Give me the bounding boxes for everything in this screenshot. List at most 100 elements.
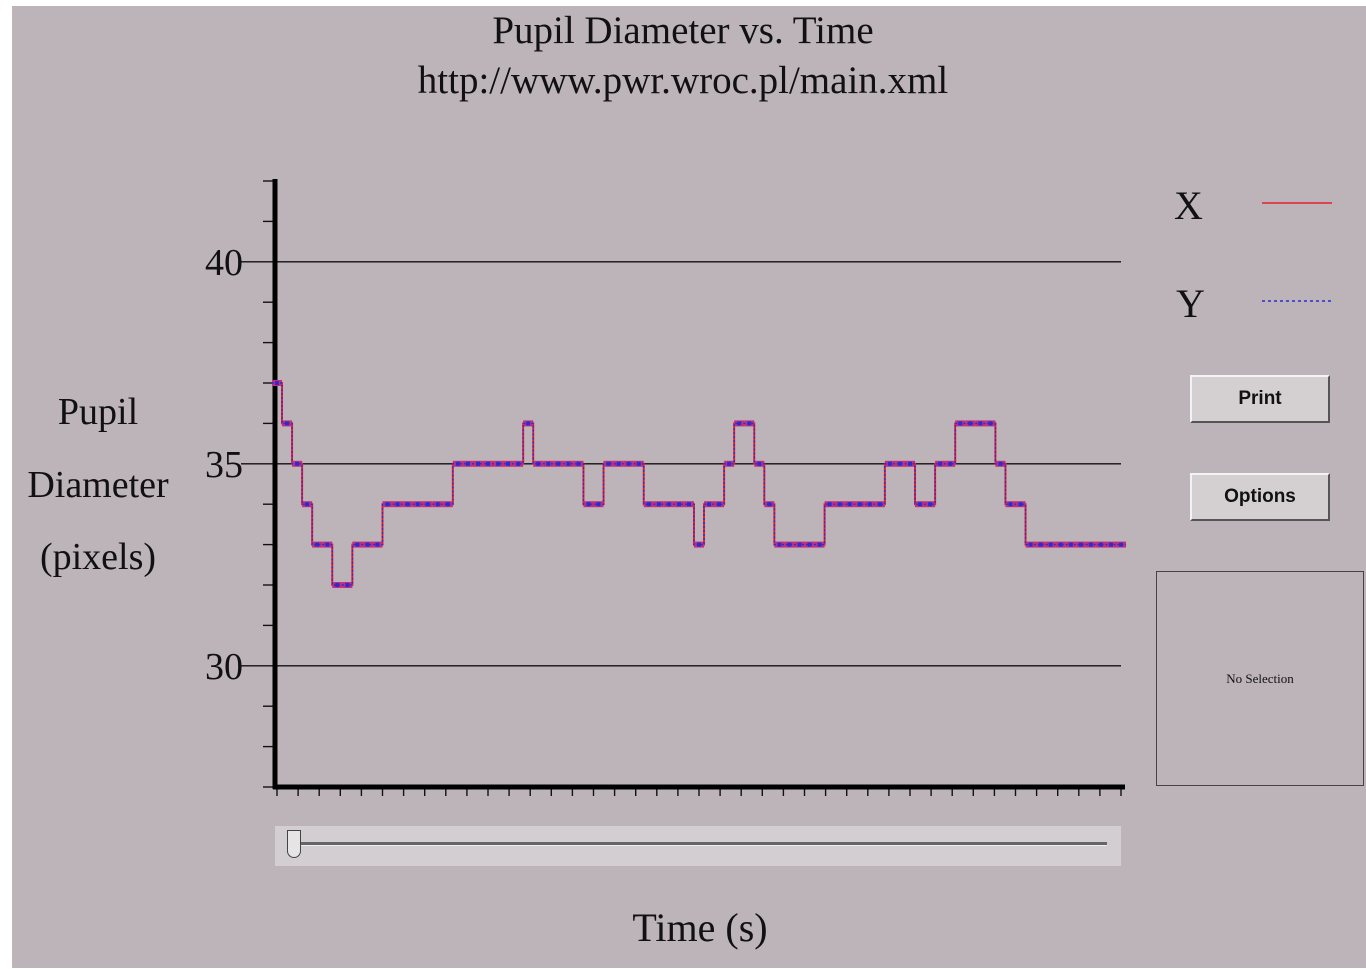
series-y-point [938, 461, 943, 466]
series-y-point [295, 461, 300, 466]
series-y-point [425, 502, 430, 507]
series-y [271, 381, 1127, 587]
series-y-point [496, 461, 501, 466]
series-y-point [877, 502, 882, 507]
series-y-point [707, 502, 712, 507]
series-y-point [727, 461, 732, 466]
series-y-point [777, 542, 782, 547]
series-y-point [1108, 542, 1113, 547]
series-y-point [928, 502, 933, 507]
legend-label-y: Y [1176, 281, 1205, 326]
series-y-point [1088, 542, 1093, 547]
series-y-point [285, 421, 290, 426]
series-y-point [717, 502, 722, 507]
series-y-point [606, 461, 611, 466]
series-y-point [616, 461, 621, 466]
y-tick-label-35: 35 [205, 444, 243, 486]
series-y-point [978, 421, 983, 426]
slider-rail [299, 842, 1107, 846]
x-axis-label: Time (s) [632, 905, 768, 950]
series-y-point [757, 461, 762, 466]
series-y-point [1098, 542, 1103, 547]
y-axis-label-line-2: Diameter [27, 464, 169, 506]
series-y-point [596, 502, 601, 507]
series-y-point [686, 502, 691, 507]
y-axis-label-line-1: Pupil [57, 391, 139, 433]
series-y-point [415, 502, 420, 507]
series-y-point [837, 502, 842, 507]
series-y-point [1058, 542, 1063, 547]
series-y-point [445, 502, 450, 507]
series-y-point [1119, 542, 1123, 547]
series-y-point [676, 502, 681, 507]
series-y-point [586, 502, 591, 507]
series-y-point [305, 502, 310, 507]
series-y-point [767, 502, 772, 507]
print-button[interactable]: Print [1190, 375, 1330, 423]
series-y-point [325, 542, 330, 547]
series-y-point [546, 461, 551, 466]
series-y-point [395, 502, 400, 507]
series-y-point [827, 502, 832, 507]
series-y-point [897, 461, 902, 466]
series-y-point [315, 542, 320, 547]
series-y-point [486, 461, 490, 466]
series-y-point [1038, 542, 1043, 547]
series-y-point [566, 461, 571, 466]
chart-panel [12, 6, 1366, 968]
series-y-point [918, 502, 923, 507]
series-y-point [817, 542, 822, 547]
series-y-point [435, 502, 440, 507]
y-tick-label-30: 30 [205, 646, 243, 688]
slider-thumb[interactable] [287, 830, 301, 858]
series-y-point [1008, 502, 1013, 507]
series-y-point [867, 502, 872, 507]
series-y-point [998, 461, 1003, 466]
series-y-point [275, 381, 279, 385]
series-y-point [345, 583, 350, 587]
series-y-point [666, 502, 671, 507]
series-y-point [335, 583, 340, 587]
selection-info-box: No Selection [1156, 571, 1364, 786]
series-y-point [887, 461, 892, 466]
chart-title: Pupil Diameter vs. Time [492, 9, 874, 52]
series-y-point [365, 542, 370, 547]
series-y-point [636, 461, 641, 466]
series-y-point [516, 461, 521, 466]
chart-subtitle: http://www.pwr.wroc.pl/main.xml [417, 59, 949, 102]
options-button[interactable]: Options [1190, 473, 1330, 521]
series-y-point [807, 542, 812, 547]
series-x [271, 380, 1127, 588]
series-y-point [526, 421, 531, 426]
series-y-line [271, 382, 1127, 586]
series-x-line [271, 382, 1127, 586]
series-y-point [1078, 542, 1083, 547]
series-y-point [747, 421, 752, 426]
y-tick-label-40: 40 [205, 242, 243, 284]
series-y-point [656, 502, 661, 507]
series-y-point [1068, 542, 1073, 547]
series-y-point [797, 542, 802, 547]
series-y-point [475, 461, 480, 466]
series-y-point [737, 421, 742, 426]
series-y-point [697, 542, 701, 547]
series-y-point [1018, 502, 1023, 507]
series-y-point [506, 461, 511, 466]
series-y-point [968, 421, 973, 426]
series-y-point [556, 461, 561, 466]
legend-label-x: X [1174, 183, 1203, 228]
series-y-point [576, 461, 581, 466]
selection-text: No Selection [1226, 670, 1294, 686]
series-y-point [626, 461, 631, 466]
series-y-point [1048, 542, 1053, 547]
series-y-point [948, 461, 953, 466]
series-y-point [857, 502, 862, 507]
y-axis-label-line-3: (pixels) [39, 536, 157, 578]
series-y-point [988, 421, 993, 426]
series-y-point [787, 542, 792, 547]
series-y-point [847, 502, 852, 507]
series-y-point [405, 502, 410, 507]
time-slider[interactable] [275, 826, 1121, 866]
series-y-point [908, 461, 912, 466]
